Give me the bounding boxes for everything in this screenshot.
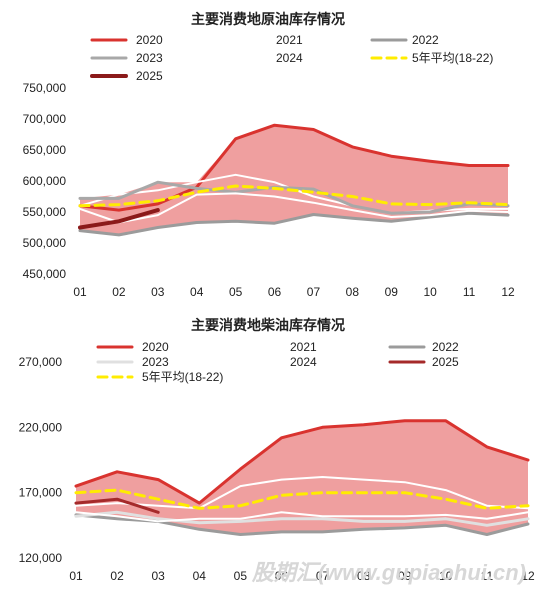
watermark: 股期汇(www.gupiaohui.cn) <box>251 560 526 585</box>
legend-label: 2022 <box>432 340 459 354</box>
x-tick-label: 12 <box>521 569 535 583</box>
y-axis: 270,000 220,000 170,000 120,000 <box>19 355 63 565</box>
legend-item-2025: 2025 <box>388 355 459 369</box>
y-tick-label: 220,000 <box>19 420 63 434</box>
series-line-2022 <box>78 211 510 237</box>
x-tick-label: 06 <box>275 569 289 583</box>
x-axis: 01 02 03 04 05 06 07 08 09 10 11 12 <box>69 569 535 583</box>
x-tick-label: 10 <box>424 285 438 299</box>
legend-label: 2024 <box>290 355 317 369</box>
series-line-2020 <box>78 123 510 212</box>
series-line-2020 <box>74 419 530 505</box>
legend-item-2021: 2021 <box>242 340 317 354</box>
y-tick-label: 500,000 <box>23 236 67 250</box>
series-line-2025 <box>78 208 160 230</box>
x-tick-label: 08 <box>357 569 371 583</box>
y-axis: 750,000 700,000 650,000 600,000 550,000 500,0… <box>23 81 67 281</box>
series-line-2024 <box>75 511 529 523</box>
y-tick-label: 650,000 <box>23 143 67 157</box>
legend-item-2020: 2020 <box>90 33 163 47</box>
series-line-2023 <box>74 510 530 527</box>
legend-label: 2023 <box>142 355 169 369</box>
y-tick-label: 170,000 <box>19 486 63 500</box>
legend-item-2023: 2023 <box>96 355 169 369</box>
series-line-2021 <box>75 476 529 510</box>
x-tick-label: 04 <box>190 285 204 299</box>
y-tick-label: 550,000 <box>23 205 67 219</box>
series-line-2025 <box>74 497 160 514</box>
legend: 2020 2021 2022 2023 2024 5年平均(18-22) 2025 <box>90 33 493 83</box>
y-tick-label: 450,000 <box>23 267 67 281</box>
x-tick-label: 07 <box>307 285 321 299</box>
x-tick-label: 09 <box>385 285 399 299</box>
legend-item-2025: 2025 <box>90 69 163 83</box>
x-tick-label: 12 <box>501 285 515 299</box>
legend-label: 2022 <box>412 33 439 47</box>
legend-item-5-18-22: 5年平均(18-22) <box>96 370 223 384</box>
x-tick-label: 07 <box>316 569 330 583</box>
legend-item-2020: 2020 <box>96 340 169 354</box>
y-tick-label: 700,000 <box>23 112 67 126</box>
chart-title: 主要消费地原油库存情况 <box>191 11 345 27</box>
legend-label: 2020 <box>142 340 169 354</box>
x-tick-label: 04 <box>193 569 207 583</box>
crude-oil-inventory-chart: 主要消费地原油库存情况 2020 2021 2022 2023 2024 5年平均(18-… <box>23 11 515 299</box>
x-axis: 01 02 03 04 05 06 07 08 09 10 11 12 <box>73 285 515 299</box>
legend-label: 2021 <box>290 340 317 354</box>
legend: 2020 2021 2022 2023 2024 2025 5年平均(18-22) <box>96 340 459 384</box>
legend-item-2024: 2024 <box>242 355 317 369</box>
series-line-2023 <box>78 180 510 215</box>
y-tick-label: 600,000 <box>23 174 67 188</box>
y-tick-label: 120,000 <box>19 551 63 565</box>
legend-item-2023: 2023 <box>90 51 163 65</box>
series-lines <box>78 123 510 237</box>
x-tick-label: 03 <box>152 569 166 583</box>
x-tick-label: 05 <box>229 285 243 299</box>
x-tick-label: 08 <box>346 285 360 299</box>
legend-item-2022: 2022 <box>370 33 439 47</box>
x-tick-label: 05 <box>234 569 248 583</box>
legend-item-2021: 2021 <box>238 33 303 47</box>
legend-item-2024: 2024 <box>238 51 303 65</box>
x-tick-label: 02 <box>110 569 124 583</box>
x-tick-label: 10 <box>439 569 453 583</box>
range-band <box>80 125 508 235</box>
series-line-5-18-22 <box>74 488 530 510</box>
legend-label: 5年平均(18-22) <box>142 370 223 384</box>
series-lines <box>74 419 530 536</box>
diesel-inventory-chart: 主要消费地柴油库存情况 2020 2021 2022 2023 2024 2025 5年平均… <box>19 317 535 583</box>
chart-title: 主要消费地柴油库存情况 <box>191 317 345 333</box>
legend-label: 2025 <box>136 69 163 83</box>
series-line-2024 <box>79 192 509 224</box>
x-tick-label: 02 <box>112 285 126 299</box>
y-tick-label: 750,000 <box>23 81 67 95</box>
legend-label: 2023 <box>136 51 163 65</box>
legend-item-2022: 2022 <box>388 340 459 354</box>
x-tick-label: 11 <box>463 285 476 299</box>
legend-label: 2021 <box>276 33 303 47</box>
x-tick-label: 11 <box>481 569 494 583</box>
range-band-area <box>80 125 508 235</box>
legend-label: 5年平均(18-22) <box>412 51 493 65</box>
legend-item-5-18-22: 5年平均(18-22) <box>370 51 493 65</box>
x-tick-label: 01 <box>69 569 83 583</box>
x-tick-label: 09 <box>398 569 412 583</box>
series-line-5-18-22 <box>78 184 510 208</box>
x-tick-label: 06 <box>268 285 282 299</box>
x-tick-label: 01 <box>73 285 87 299</box>
legend-label: 2025 <box>432 355 459 369</box>
legend-label: 2024 <box>276 51 303 65</box>
legend-label: 2020 <box>136 33 163 47</box>
y-tick-label: 270,000 <box>19 355 63 369</box>
x-tick-label: 03 <box>151 285 165 299</box>
